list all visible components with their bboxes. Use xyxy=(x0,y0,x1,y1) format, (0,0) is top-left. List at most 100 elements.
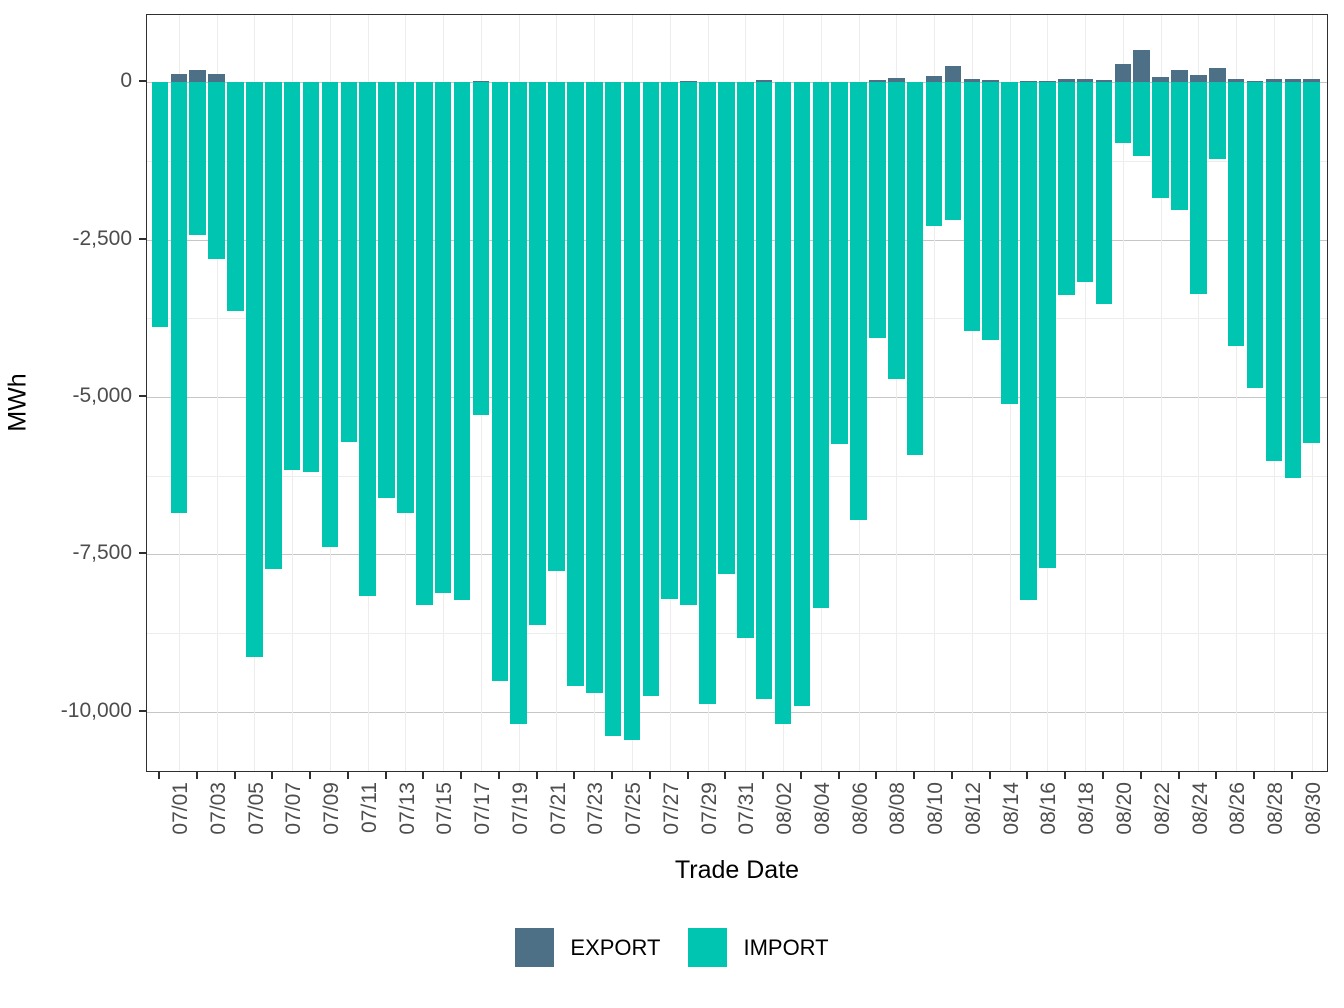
bar-import xyxy=(378,82,395,499)
bar-import xyxy=(1246,82,1264,388)
x-tick-label: 07/05 xyxy=(244,782,268,835)
y-tick-label: -5,000 xyxy=(72,384,132,407)
x-tick-label: 08/04 xyxy=(810,782,834,835)
bar-export xyxy=(1284,79,1302,83)
bar-import xyxy=(1208,82,1226,159)
bar-import xyxy=(434,82,452,593)
x-tick-label: 08/16 xyxy=(1037,782,1061,835)
x-tick-label: 08/18 xyxy=(1075,782,1099,835)
x-tick xyxy=(233,772,236,779)
x-tick xyxy=(837,772,840,779)
y-tick-label: -2,500 xyxy=(72,226,132,250)
x-tick-label: 07/19 xyxy=(508,782,532,835)
x-tick xyxy=(460,772,463,779)
bar-import xyxy=(1039,82,1056,569)
x-tick xyxy=(1177,772,1180,779)
bar-import xyxy=(472,82,490,416)
bar-import xyxy=(888,82,905,379)
bar-import xyxy=(1171,82,1188,211)
bar-export xyxy=(170,73,188,83)
y-tick-label: 0 xyxy=(120,69,132,93)
x-tick-label: 07/01 xyxy=(169,782,192,835)
bar-import xyxy=(1076,82,1094,283)
bar-import xyxy=(699,82,716,705)
bar-export xyxy=(755,80,773,83)
bar-import xyxy=(982,82,999,340)
bar-export xyxy=(1133,50,1151,83)
bar-import xyxy=(170,82,188,514)
bar-import xyxy=(1020,82,1037,601)
x-tick-label: 07/07 xyxy=(282,782,306,835)
x-tick xyxy=(611,772,614,779)
x-tick xyxy=(195,772,198,779)
bar-import xyxy=(548,82,565,572)
x-tick xyxy=(686,772,689,779)
bar-import xyxy=(1001,82,1018,404)
x-tick xyxy=(648,772,651,779)
bar-import xyxy=(1190,82,1207,294)
bar-import xyxy=(283,82,301,470)
x-tick xyxy=(724,772,727,779)
bar-export xyxy=(1171,69,1188,83)
bar-export xyxy=(963,78,981,83)
bar-import xyxy=(510,82,527,725)
x-tick xyxy=(1290,772,1293,779)
y-tick xyxy=(139,80,146,83)
x-tick xyxy=(799,772,802,779)
bar-import xyxy=(831,82,848,445)
x-tick xyxy=(950,772,953,779)
y-tick-label: -7,500 xyxy=(72,541,132,565)
legend: EXPORT IMPORT xyxy=(0,928,1344,967)
x-tick xyxy=(309,772,312,779)
x-tick-label: 07/13 xyxy=(395,782,419,835)
x-tick-label: 07/09 xyxy=(320,782,344,835)
x-tick xyxy=(422,772,425,779)
x-tick xyxy=(1064,772,1067,779)
bar-import xyxy=(264,82,282,570)
bar-import xyxy=(1057,82,1075,296)
bar-import xyxy=(567,82,584,686)
bar-export xyxy=(944,66,962,83)
bar-export xyxy=(1076,78,1094,83)
bar-export xyxy=(1227,78,1245,83)
bar-export xyxy=(1152,77,1169,83)
gridline-major-h xyxy=(147,711,1327,713)
bar-import xyxy=(1152,82,1169,198)
bar-import xyxy=(642,82,660,696)
x-axis-title: Trade Date xyxy=(674,856,800,884)
bar-import xyxy=(812,82,830,608)
x-tick-label: 07/27 xyxy=(659,782,683,835)
bar-export xyxy=(1039,80,1056,83)
bar-import xyxy=(680,82,697,605)
x-tick-label: 07/29 xyxy=(697,782,721,835)
bar-export xyxy=(472,80,490,83)
bar-export xyxy=(1265,79,1283,83)
bar-import xyxy=(850,82,867,521)
y-tick xyxy=(139,395,146,397)
legend-item-export: EXPORT xyxy=(515,928,660,967)
bar-import xyxy=(774,82,792,725)
bar-export xyxy=(1114,64,1132,83)
bar-import xyxy=(302,82,320,473)
x-tick-label: 08/26 xyxy=(1226,782,1250,835)
x-tick-label: 07/31 xyxy=(735,782,759,835)
bar-import xyxy=(1133,82,1151,156)
bar-import xyxy=(1114,82,1132,143)
x-tick xyxy=(988,772,991,779)
bar-import xyxy=(491,82,509,681)
x-tick xyxy=(1139,772,1142,779)
gridline-minor-v xyxy=(1085,15,1087,771)
x-tick xyxy=(1102,772,1104,779)
bar-export xyxy=(1246,80,1264,83)
gridline-minor-v xyxy=(896,15,898,771)
y-tick xyxy=(139,709,146,712)
bar-export xyxy=(869,79,886,83)
gridline-minor-v xyxy=(934,15,936,771)
y-tick-label: -10,000 xyxy=(60,698,132,722)
gridline-minor-v xyxy=(216,15,218,771)
x-tick xyxy=(158,772,160,779)
bar-export xyxy=(680,80,697,83)
bar-import xyxy=(529,82,546,625)
bar-export xyxy=(1303,79,1320,83)
gridline-minor-v xyxy=(1198,15,1200,771)
